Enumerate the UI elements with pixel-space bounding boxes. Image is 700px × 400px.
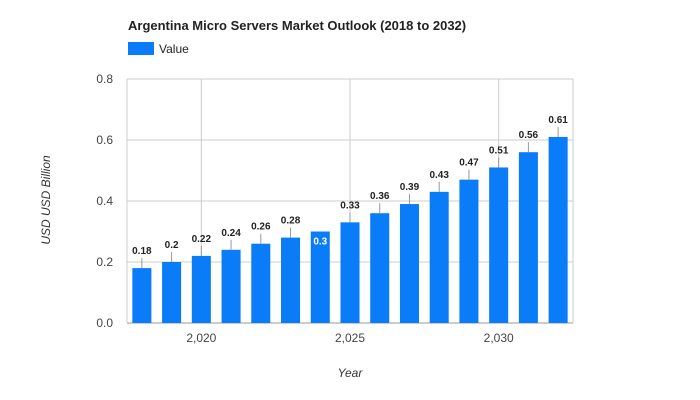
x-tick-label: 2,025 <box>335 331 365 345</box>
bar-value-label: 0.26 <box>251 222 271 233</box>
bar-value-label: 0.24 <box>221 228 241 239</box>
bar-value-label: 0.2 <box>165 240 179 251</box>
bar-value-label: 0.33 <box>340 200 360 211</box>
bar <box>370 213 390 323</box>
bar <box>162 262 182 323</box>
bar-value-label: 0.51 <box>489 145 509 156</box>
legend-swatch <box>128 42 154 55</box>
bar-value-label: 0.3 <box>313 237 327 248</box>
bar <box>399 204 419 323</box>
y-tick-label: 0.2 <box>96 255 113 269</box>
bar <box>310 231 330 323</box>
data-labels: 0.18 0.2 0.22 0.24 0.26 0.28 0.3 0.33 0.36 0.39 0.… <box>132 115 568 269</box>
y-tick-label: 0.8 <box>96 72 113 86</box>
bar-value-label: 0.36 <box>370 191 390 202</box>
y-axis-title: USD USD Billion <box>39 155 53 245</box>
y-axis-ticks: 0.0 0.2 0.4 0.6 0.8 <box>96 72 113 330</box>
x-tick-label: 2,030 <box>484 331 514 345</box>
x-tick-label: 2,020 <box>186 331 216 345</box>
bar <box>489 167 509 323</box>
chart-title: Argentina Micro Servers Market Outlook (… <box>128 18 466 33</box>
bar-value-label: 0.18 <box>132 246 152 257</box>
bar <box>548 136 568 323</box>
bar <box>518 152 538 323</box>
y-tick-label: 0.4 <box>96 194 113 208</box>
legend[interactable]: Value <box>128 42 189 56</box>
bar <box>429 191 449 323</box>
bar <box>191 255 211 323</box>
bars <box>132 136 568 323</box>
bar <box>459 179 479 323</box>
bar-value-label: 0.28 <box>281 216 301 227</box>
x-axis-title: Year <box>338 366 364 380</box>
bar-value-label: 0.22 <box>192 234 212 245</box>
bar <box>251 243 271 323</box>
bar <box>132 268 152 323</box>
bar <box>340 222 360 323</box>
bar <box>221 249 241 323</box>
bar-value-label: 0.47 <box>459 158 479 169</box>
bar-value-label: 0.56 <box>519 130 539 141</box>
y-tick-label: 0.6 <box>96 133 113 147</box>
bar-value-label: 0.61 <box>548 115 568 126</box>
bar <box>281 237 301 323</box>
legend-label: Value <box>159 42 189 56</box>
y-tick-label: 0.0 <box>96 316 113 330</box>
bar-value-label: 0.43 <box>429 170 449 181</box>
x-axis-ticks: 2,020 2,025 2,030 <box>186 331 514 345</box>
bar-value-label: 0.39 <box>400 182 420 193</box>
